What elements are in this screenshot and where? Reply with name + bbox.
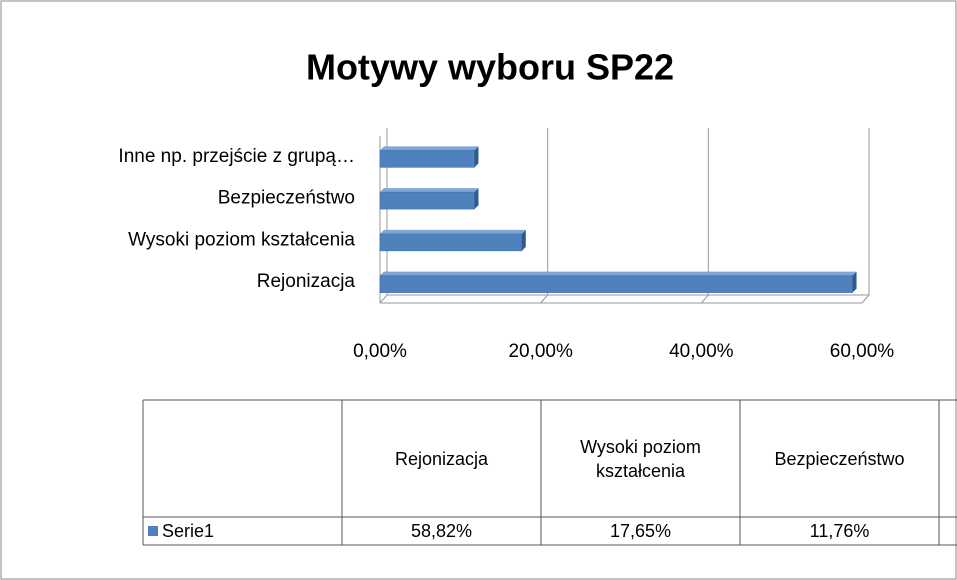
chart-title: Motywy wyboru SP22 bbox=[306, 47, 674, 88]
table-header-cell: Bezpieczeństwo bbox=[774, 448, 905, 469]
y-tick-label: Bezpieczeństwo bbox=[218, 188, 355, 209]
bar-top bbox=[380, 229, 526, 234]
x-tick-label: 60,00% bbox=[830, 341, 895, 362]
table-header: Bezpieczeństwo bbox=[774, 448, 905, 469]
data-label: 58,82% bbox=[411, 521, 472, 541]
bar-side bbox=[521, 229, 526, 251]
bar-top bbox=[380, 271, 857, 276]
table-header-cell: Rejonizacja bbox=[394, 448, 489, 469]
y-tick-label: Wysoki poziom kształcenia bbox=[128, 229, 355, 250]
table-header: Inne np. przejście z grupą przedszkolna bbox=[939, 400, 957, 517]
bar bbox=[379, 275, 853, 293]
legend-label: Serie1 bbox=[162, 521, 214, 541]
bar-side bbox=[852, 271, 857, 293]
grid-floor-line bbox=[540, 294, 549, 304]
table-header-cell: Inne np. przejście z grupą przedszkolna bbox=[939, 400, 957, 517]
bar-side bbox=[474, 146, 479, 168]
grid-floor-line bbox=[861, 294, 870, 304]
bar-side bbox=[474, 188, 479, 210]
table-header-cell: Wysoki poziom kształcenia bbox=[580, 436, 701, 481]
bar-top bbox=[380, 188, 479, 193]
y-tick-label: Inne np. przejście z grupą… bbox=[118, 146, 355, 167]
legend-key bbox=[148, 526, 158, 536]
x-tick-label: 0,00% bbox=[353, 341, 407, 362]
data-label: 11,76% bbox=[810, 521, 870, 541]
x-tick-label: 40,00% bbox=[669, 341, 734, 362]
table-header: Rejonizacja bbox=[394, 448, 489, 469]
bar-top bbox=[380, 146, 479, 151]
table-header: Wysoki poziom kształcenia bbox=[580, 436, 701, 481]
bar bbox=[379, 191, 475, 210]
grid-floor-line bbox=[379, 294, 388, 304]
y-tick-label: Rejonizacja bbox=[257, 271, 356, 292]
bar bbox=[379, 233, 523, 252]
data-label: 17,65% bbox=[610, 521, 671, 541]
bar bbox=[379, 150, 475, 168]
x-tick-label: 20,00% bbox=[508, 341, 573, 362]
grid-floor-line bbox=[700, 294, 709, 304]
